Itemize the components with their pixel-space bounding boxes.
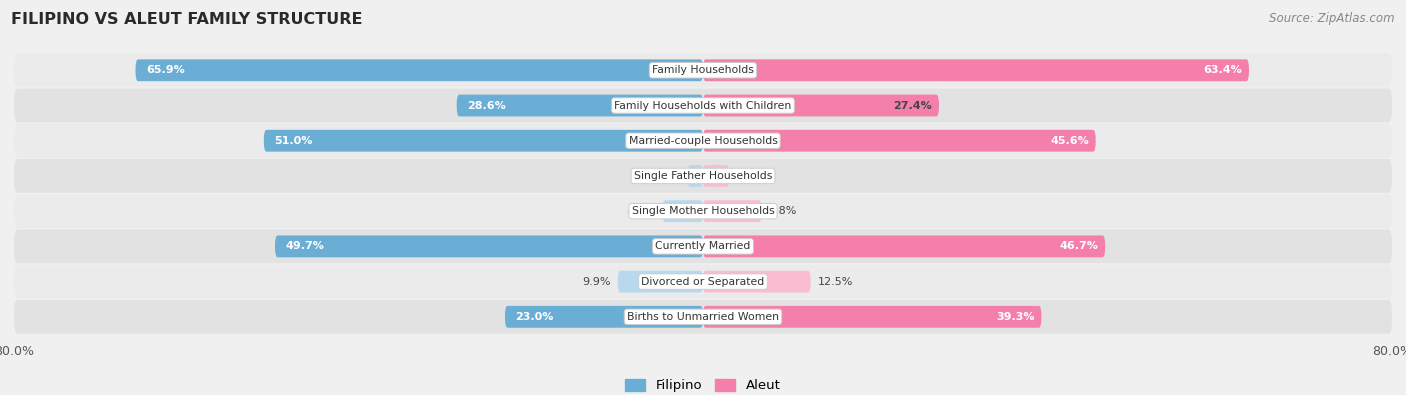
FancyBboxPatch shape xyxy=(276,235,703,257)
FancyBboxPatch shape xyxy=(14,194,1392,228)
Text: 9.9%: 9.9% xyxy=(582,276,610,287)
FancyBboxPatch shape xyxy=(14,229,1392,263)
FancyBboxPatch shape xyxy=(14,124,1392,158)
FancyBboxPatch shape xyxy=(14,159,1392,193)
Text: Family Households with Children: Family Households with Children xyxy=(614,100,792,111)
Text: 63.4%: 63.4% xyxy=(1204,65,1241,75)
FancyBboxPatch shape xyxy=(135,59,703,81)
Text: FILIPINO VS ALEUT FAMILY STRUCTURE: FILIPINO VS ALEUT FAMILY STRUCTURE xyxy=(11,12,363,27)
FancyBboxPatch shape xyxy=(703,59,1249,81)
Text: 1.8%: 1.8% xyxy=(652,171,681,181)
FancyBboxPatch shape xyxy=(457,94,703,117)
Text: 46.7%: 46.7% xyxy=(1059,241,1098,251)
Text: 4.7%: 4.7% xyxy=(627,206,655,216)
FancyBboxPatch shape xyxy=(703,235,1105,257)
FancyBboxPatch shape xyxy=(703,200,762,222)
FancyBboxPatch shape xyxy=(662,200,703,222)
Text: Family Households: Family Households xyxy=(652,65,754,75)
Text: Source: ZipAtlas.com: Source: ZipAtlas.com xyxy=(1270,12,1395,25)
Text: 28.6%: 28.6% xyxy=(467,100,506,111)
FancyBboxPatch shape xyxy=(264,130,703,152)
Text: 45.6%: 45.6% xyxy=(1050,136,1088,146)
FancyBboxPatch shape xyxy=(505,306,703,328)
Text: Births to Unmarried Women: Births to Unmarried Women xyxy=(627,312,779,322)
FancyBboxPatch shape xyxy=(703,306,1042,328)
Text: 65.9%: 65.9% xyxy=(146,65,184,75)
FancyBboxPatch shape xyxy=(703,94,939,117)
Text: 51.0%: 51.0% xyxy=(274,136,312,146)
Text: 49.7%: 49.7% xyxy=(285,241,325,251)
Text: Single Mother Households: Single Mother Households xyxy=(631,206,775,216)
FancyBboxPatch shape xyxy=(688,165,703,187)
FancyBboxPatch shape xyxy=(14,300,1392,334)
FancyBboxPatch shape xyxy=(703,130,1095,152)
FancyBboxPatch shape xyxy=(703,271,811,293)
Text: Married-couple Households: Married-couple Households xyxy=(628,136,778,146)
Text: 39.3%: 39.3% xyxy=(995,312,1035,322)
Text: Currently Married: Currently Married xyxy=(655,241,751,251)
Text: Single Father Households: Single Father Households xyxy=(634,171,772,181)
Text: Divorced or Separated: Divorced or Separated xyxy=(641,276,765,287)
Text: 23.0%: 23.0% xyxy=(515,312,554,322)
FancyBboxPatch shape xyxy=(14,265,1392,299)
Text: 3.0%: 3.0% xyxy=(735,171,763,181)
FancyBboxPatch shape xyxy=(617,271,703,293)
FancyBboxPatch shape xyxy=(14,88,1392,122)
Text: 27.4%: 27.4% xyxy=(893,100,932,111)
FancyBboxPatch shape xyxy=(703,165,728,187)
Legend: Filipino, Aleut: Filipino, Aleut xyxy=(620,373,786,395)
Text: 6.8%: 6.8% xyxy=(769,206,797,216)
Text: 12.5%: 12.5% xyxy=(817,276,853,287)
FancyBboxPatch shape xyxy=(14,53,1392,87)
